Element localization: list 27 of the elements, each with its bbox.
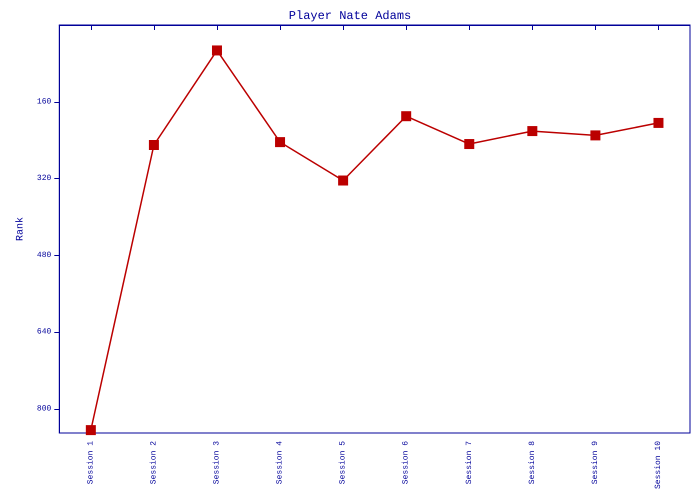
point xyxy=(590,130,600,140)
point xyxy=(212,45,222,56)
y-tick-label: 480 xyxy=(36,250,52,260)
point xyxy=(527,126,538,136)
y-tick-label: 320 xyxy=(36,174,52,184)
point xyxy=(148,140,159,150)
y-tick-label: 800 xyxy=(36,404,52,414)
y-tick-label: 640 xyxy=(36,328,52,337)
x-tick-label: Session 2 xyxy=(149,440,158,484)
x-tick-label: Session 1 xyxy=(86,440,96,484)
x-tick-label: Session 5 xyxy=(338,440,348,484)
x-tick-label: Session 8 xyxy=(528,440,537,484)
point xyxy=(401,111,412,122)
point xyxy=(653,118,664,128)
x-tick-label: Session 6 xyxy=(402,440,411,484)
x-tick-label: Session 4 xyxy=(276,440,285,484)
x-tick-label: Session 10 xyxy=(654,440,663,490)
point xyxy=(275,137,286,148)
x-tick-label: Session 3 xyxy=(212,440,222,484)
point xyxy=(86,425,96,436)
x-tick-label: Session 7 xyxy=(464,440,474,484)
y-axis-title: Rank xyxy=(14,216,26,242)
point xyxy=(464,139,474,150)
chart-title: Player Nate Adams xyxy=(288,9,412,23)
y-tick-label: 160 xyxy=(36,97,52,106)
x-tick-label: Session 9 xyxy=(590,440,600,484)
point xyxy=(338,176,348,186)
